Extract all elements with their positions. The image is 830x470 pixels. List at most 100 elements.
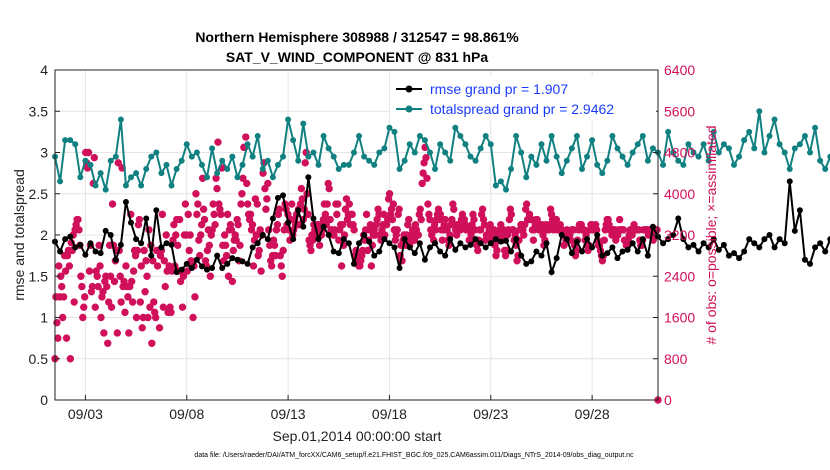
obs-count-point	[94, 282, 102, 291]
obs-count-point	[338, 220, 347, 229]
series-point	[178, 157, 185, 164]
series-point	[508, 248, 515, 255]
obs-count-point	[227, 226, 236, 234]
obs-count-point	[149, 257, 157, 265]
series-point	[62, 236, 69, 243]
series-point	[736, 153, 743, 160]
series-point	[183, 141, 190, 148]
obs-count-point	[243, 179, 251, 188]
obs-count-point	[136, 298, 145, 306]
obs-count-point	[224, 272, 233, 280]
series-point	[736, 255, 743, 262]
y-tick-label: 1	[40, 310, 48, 326]
obs-count-point	[288, 200, 296, 208]
series-point	[325, 145, 332, 152]
series-point	[746, 236, 753, 243]
obs-count-point	[529, 236, 538, 244]
series-point	[320, 133, 327, 139]
series-point	[761, 236, 768, 243]
y-tick-label: 2.5	[29, 186, 49, 202]
series-point	[340, 161, 347, 168]
obs-count-point	[333, 210, 341, 219]
x-tick-label: 09/13	[271, 406, 306, 422]
series-point	[122, 182, 129, 189]
series-point	[163, 161, 170, 168]
series-point	[82, 251, 89, 258]
obs-count-point	[210, 210, 218, 219]
series-point	[497, 238, 504, 245]
series-point	[259, 232, 266, 238]
series-point	[204, 266, 211, 273]
series-point	[543, 240, 550, 247]
series-point	[219, 157, 226, 164]
obs-count-point	[185, 246, 193, 255]
obs-count-point	[275, 205, 284, 213]
obs-count-point	[113, 329, 122, 337]
obs-count-point	[278, 272, 286, 280]
obs-count-point	[211, 220, 219, 229]
series-point	[117, 116, 124, 123]
series-point	[173, 166, 180, 172]
series-point	[371, 161, 378, 168]
series-point	[138, 240, 145, 247]
series-point	[300, 223, 307, 230]
series-point	[457, 133, 464, 139]
obs-count-point	[128, 298, 137, 306]
series-point	[295, 157, 302, 164]
series-point	[432, 240, 439, 247]
series-point	[143, 166, 150, 172]
series-point	[300, 120, 307, 127]
obs-count-point	[106, 272, 115, 280]
obs-count-point	[423, 174, 431, 182]
obs-count-point	[238, 190, 246, 198]
legend: rmse grand pr = 1.907 totalspread grand …	[390, 76, 656, 120]
obs-count-point	[246, 210, 255, 219]
obs-count-point	[424, 200, 432, 208]
obs-count-point	[257, 267, 265, 275]
series-point	[102, 186, 109, 193]
series-point	[204, 174, 211, 181]
obs-count-point	[507, 210, 516, 219]
series-point	[310, 149, 317, 156]
obs-count-point	[323, 200, 331, 208]
obs-count-point	[478, 205, 487, 213]
y2-tick-label: 800	[664, 351, 688, 367]
data-file-footnote: data file: /Users/raeder/DAI/ATM_forcXX/…	[194, 452, 634, 459]
series-point	[401, 157, 408, 164]
obs-count-point	[221, 241, 230, 250]
obs-count-point	[297, 184, 306, 193]
obs-count-point	[200, 215, 209, 224]
series-point	[518, 252, 525, 259]
obs-count-point	[426, 215, 434, 224]
obs-count-point	[189, 313, 197, 322]
series-point	[421, 256, 428, 263]
series-point	[214, 252, 221, 259]
y2-tick-label: 6400	[664, 62, 695, 78]
obs-count-point	[350, 226, 358, 234]
series-point	[599, 252, 606, 259]
y-axis-label: rmse and totalspread	[11, 169, 27, 301]
legend-marker-rmse	[405, 85, 413, 93]
series-point	[584, 153, 591, 160]
obs-count-point	[65, 262, 74, 270]
series-point	[138, 182, 145, 189]
series-point	[92, 182, 99, 189]
series-point	[801, 133, 808, 139]
series-point	[700, 240, 707, 247]
series-point	[827, 153, 830, 160]
series-point	[102, 227, 109, 234]
obs-count-point	[493, 246, 501, 255]
obs-count-point	[414, 231, 423, 239]
series-point	[416, 240, 423, 247]
obs-count-point	[167, 308, 175, 317]
series-point	[356, 133, 363, 139]
obs-count-point	[178, 303, 187, 311]
series-point	[568, 250, 575, 257]
obs-count-point	[416, 205, 424, 213]
obs-count-point	[263, 195, 271, 203]
series-point	[649, 223, 656, 230]
series-point	[82, 157, 89, 164]
series-point	[766, 133, 773, 139]
series-point	[244, 141, 251, 148]
obs-count-point	[522, 200, 531, 208]
